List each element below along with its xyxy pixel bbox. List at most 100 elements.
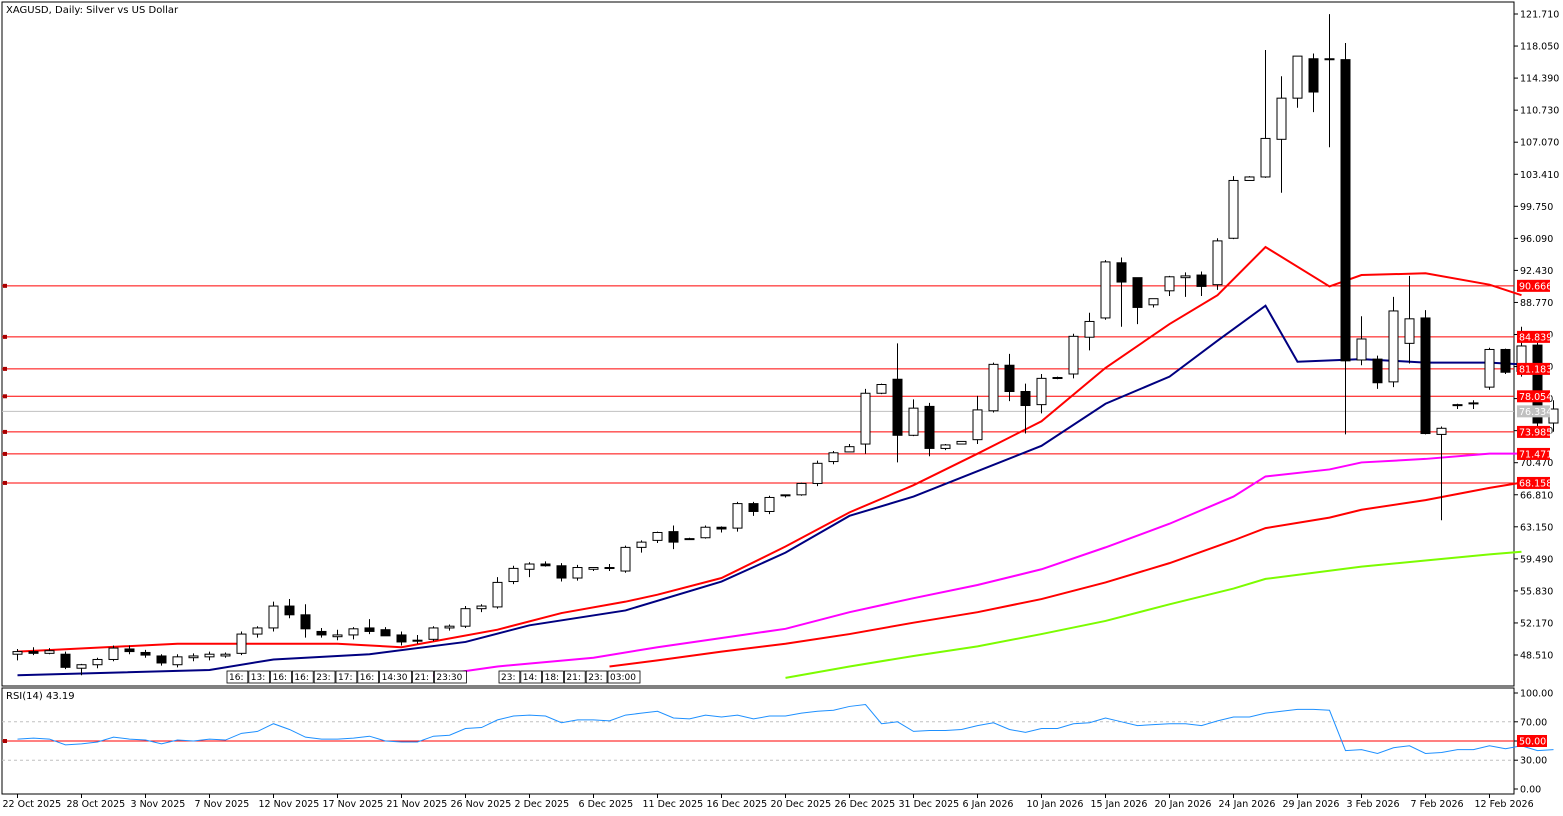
session-label-box (291, 670, 314, 684)
candle-body (780, 494, 791, 497)
time-tick-label: 31 Dec 2025 (899, 799, 960, 810)
rsi-panel[interactable]: RSI(14) 43.19 (1, 687, 1554, 795)
candle (1356, 316, 1367, 366)
candle-body (348, 628, 359, 636)
candle-body (380, 629, 391, 637)
session-label-box (564, 670, 586, 684)
price-axis[interactable]: 121.710 118.050 114.390 110.730 107.070 103.4… (1514, 10, 1559, 662)
candle (684, 537, 695, 541)
session-label: 21: (415, 673, 429, 683)
candle-body (396, 634, 407, 643)
candle-body (1100, 261, 1111, 319)
moving-average-line (17, 304, 1522, 677)
candle (1052, 376, 1063, 380)
time-tick-label: 20 Dec 2025 (771, 799, 832, 810)
level-price-label: 84.839 (1519, 332, 1552, 343)
candle (1148, 298, 1159, 308)
rsi-tick-label: 70.00 (1520, 717, 1547, 728)
candle (1244, 176, 1255, 181)
candle (972, 395, 983, 445)
candle-body (1468, 402, 1479, 405)
price-tick-label: 59.490 (1520, 554, 1553, 565)
candle-body (940, 444, 951, 449)
candle (92, 657, 103, 669)
candle (12, 648, 23, 661)
session-label: 16: (229, 673, 243, 683)
candle (764, 495, 775, 515)
current-price-tag (1517, 405, 1550, 418)
candle (908, 399, 919, 437)
candle-body (28, 651, 39, 654)
candle (1180, 272, 1191, 297)
candle (956, 440, 967, 445)
rsi-level-label: 50.00 (1519, 737, 1546, 748)
candle-body (812, 462, 823, 484)
time-tick-label: 21 Nov 2025 (387, 799, 448, 810)
candle (1036, 373, 1047, 414)
candle-body (444, 625, 455, 629)
time-tick-label: 7 Nov 2025 (195, 799, 250, 810)
candle-body (1500, 348, 1511, 373)
price-tick-label: 103.410 (1520, 170, 1559, 181)
price-panel[interactable]: 16: 13: 16: 16: 23: 17: 16: 14:30 21: 23:30 23: 14:… (1, 1, 1559, 687)
price-tick-label: 92.430 (1520, 266, 1553, 277)
candle (1228, 176, 1239, 240)
candle-body (1420, 317, 1431, 435)
time-tick-label: 3 Feb 2026 (1347, 799, 1400, 810)
time-tick-label: 15 Jan 2026 (1091, 799, 1148, 810)
level-marker (3, 366, 7, 371)
candle-body (524, 563, 535, 570)
session-label-box (270, 670, 292, 684)
candle-body (1180, 275, 1191, 279)
candle (700, 525, 711, 539)
candle-body (1148, 298, 1159, 306)
candle (732, 501, 743, 532)
candle (620, 545, 631, 573)
candle-body (12, 651, 23, 655)
current-price-label: 76.334 (1519, 407, 1552, 418)
candle-body (1212, 240, 1223, 286)
candle (204, 651, 215, 661)
candle-body (748, 503, 759, 512)
time-axis[interactable]: 22 Oct 2025 28 Oct 2025 3 Nov 2025 7 Nov 20… (3, 794, 1534, 810)
rsi-title: RSI(14) 43.19 (6, 691, 75, 702)
time-tick-label: 26 Nov 2025 (451, 799, 512, 810)
candle (1404, 275, 1415, 364)
price-tick-label: 110.730 (1520, 106, 1559, 117)
candle-body (668, 531, 679, 543)
candle-body (1292, 55, 1303, 99)
horizontal-levels-layer (2, 283, 1514, 485)
candle (1308, 53, 1319, 113)
level-price-label: 78.054 (1519, 392, 1552, 403)
candle (524, 562, 535, 578)
candle (1372, 355, 1383, 389)
candle (588, 567, 599, 572)
level-price-label: 81.183 (1519, 364, 1552, 375)
chart-title: XAGUSD, Daily: Silver vs US Dollar (6, 5, 179, 16)
session-label: 18: (545, 673, 559, 683)
candle (252, 626, 263, 638)
candle (844, 444, 855, 453)
rsi-level-marker (3, 739, 7, 743)
rsi-tick-label: 100.00 (1520, 689, 1553, 700)
candle-body (332, 634, 343, 638)
candle (1020, 383, 1031, 434)
price-tick-label: 118.050 (1520, 42, 1559, 53)
candle-body (892, 378, 903, 436)
level-marker (3, 480, 7, 485)
candle (748, 501, 759, 516)
candle (1164, 275, 1175, 297)
candle-body (156, 655, 167, 664)
price-tick-label: 96.090 (1520, 234, 1553, 245)
candle (316, 627, 327, 638)
time-tick-label: 10 Jan 2026 (1027, 799, 1084, 810)
candle (1100, 260, 1111, 320)
candle-body (364, 627, 375, 632)
moving-averages-layer (17, 245, 1522, 679)
candle (508, 565, 519, 585)
candle (636, 540, 647, 553)
candle (44, 648, 55, 655)
session-label-box (248, 670, 271, 684)
candle-body (1388, 310, 1399, 383)
